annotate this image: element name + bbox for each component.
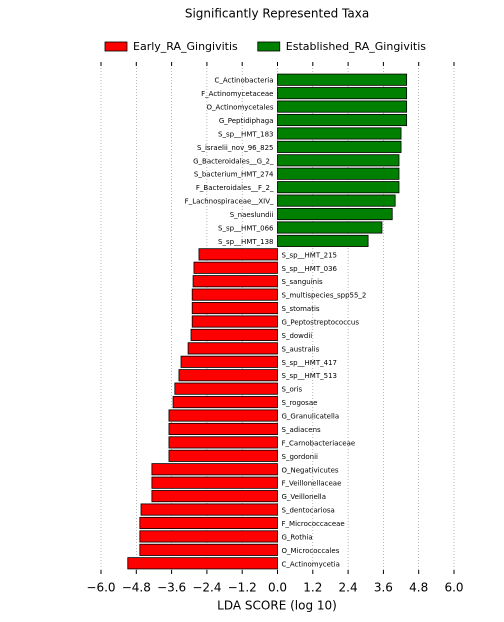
bar-label: G_Granulicatella bbox=[282, 413, 340, 421]
bar bbox=[191, 288, 278, 301]
bar-label: O_Micrococcales bbox=[282, 547, 340, 555]
bar-label: G_Peptostreptococcus bbox=[282, 319, 360, 327]
bar-label: S_adiacens bbox=[282, 426, 322, 434]
bar bbox=[151, 476, 278, 489]
bar bbox=[151, 490, 278, 503]
bar-label: S_gordonii bbox=[282, 453, 319, 461]
bar bbox=[277, 73, 408, 86]
legend-label: Early_RA_Gingivitis bbox=[133, 40, 238, 53]
bar-label: F_Lachnospiraceae__XIV_ bbox=[185, 198, 274, 206]
bar bbox=[168, 422, 278, 436]
bar-label: G_Veillonella bbox=[282, 493, 327, 501]
bar bbox=[198, 248, 278, 261]
bar-label: S_stomatis bbox=[282, 305, 320, 313]
bar bbox=[190, 328, 278, 341]
bar-label: S_australis bbox=[282, 345, 320, 353]
bar bbox=[168, 409, 278, 422]
bar bbox=[192, 275, 278, 288]
x-tick-label: 2.4 bbox=[339, 581, 358, 595]
bar bbox=[180, 355, 278, 368]
bar bbox=[151, 463, 278, 476]
bar bbox=[277, 234, 369, 247]
x-tick-label: 3.6 bbox=[374, 581, 393, 595]
legend-swatch bbox=[257, 41, 281, 52]
x-tick-label: 1.2 bbox=[303, 581, 322, 595]
bar bbox=[277, 181, 400, 194]
bar bbox=[277, 87, 408, 100]
x-tick-label: 4.8 bbox=[409, 581, 428, 595]
x-axis-label: LDA SCORE (log 10) bbox=[217, 599, 337, 613]
bar-label: S_naeslundii bbox=[230, 211, 274, 219]
bar-label: S_israelii_nov_96_825 bbox=[197, 144, 273, 152]
bar bbox=[193, 261, 278, 274]
bar bbox=[277, 194, 396, 207]
bar-label: O_Actinomycetales bbox=[207, 104, 274, 112]
x-tick-label: −6.0 bbox=[86, 581, 115, 595]
bar bbox=[127, 557, 278, 570]
bar-label: F_Veillonellaceae bbox=[282, 480, 342, 488]
bar bbox=[277, 167, 400, 180]
x-tick-label: −2.4 bbox=[192, 581, 221, 595]
bar bbox=[187, 342, 278, 355]
bar-label: C_Actinobacteria bbox=[214, 77, 273, 85]
bar bbox=[277, 100, 408, 113]
bar bbox=[277, 221, 383, 234]
bar bbox=[140, 503, 278, 516]
bar-label: F_Micrococcaceae bbox=[282, 520, 345, 528]
legend-swatch bbox=[104, 41, 128, 52]
bar bbox=[139, 530, 278, 543]
bar-label: O_Negativicutes bbox=[282, 466, 339, 474]
bar bbox=[174, 382, 278, 395]
bar-label: S_sanguinis bbox=[282, 278, 324, 286]
bar bbox=[277, 207, 393, 221]
bar-label: S_sp__HMT_138 bbox=[218, 238, 273, 246]
bar-label: S_sp__HMT_036 bbox=[282, 265, 338, 273]
bar-label: S_dentocariosa bbox=[282, 507, 335, 515]
bar-label: G_Rothia bbox=[282, 533, 313, 541]
bar-label: G_Peptidiphaga bbox=[219, 117, 274, 125]
bar-label: S_rogosae bbox=[282, 399, 318, 407]
bar bbox=[172, 396, 278, 409]
bar bbox=[277, 140, 402, 153]
bar-label: C_Actinomycetia bbox=[282, 560, 340, 568]
bar-label: S_sp__HMT_513 bbox=[282, 372, 337, 380]
bar-label: S_bacterium_HMT_274 bbox=[194, 171, 274, 179]
bar bbox=[168, 449, 278, 462]
bar bbox=[277, 154, 400, 167]
bar-label: F_Carnobacteriaceae bbox=[282, 439, 356, 447]
bar bbox=[277, 113, 408, 127]
bar-label: S_oris bbox=[282, 386, 303, 394]
bar bbox=[277, 127, 402, 140]
bar bbox=[139, 543, 278, 556]
bar-label: S_multispecies_spp55_2 bbox=[282, 292, 367, 300]
x-tick-label: −4.8 bbox=[122, 581, 151, 595]
bar-label: S_sp__HMT_066 bbox=[218, 224, 274, 232]
x-tick-label: 6.0 bbox=[444, 581, 463, 595]
bar bbox=[191, 315, 278, 328]
bar bbox=[168, 436, 278, 449]
legend-label: Established_RA_Gingivitis bbox=[286, 40, 427, 53]
bar-label: F_Actinomycetaceae bbox=[201, 90, 273, 98]
bar-label: S_dowdii bbox=[282, 332, 313, 340]
x-tick-label: 0.0 bbox=[268, 581, 287, 595]
bar bbox=[191, 302, 278, 315]
bar-label: S_sp__HMT_183 bbox=[218, 130, 273, 138]
bar-label: G_Bacteroidales__G_2_ bbox=[193, 157, 274, 165]
chart-title: Significantly Represented Taxa bbox=[185, 7, 369, 21]
bar bbox=[178, 369, 278, 382]
bar-label: S_sp__HMT_417 bbox=[282, 359, 337, 367]
x-tick-label: −1.2 bbox=[228, 581, 257, 595]
x-tick-label: −3.6 bbox=[157, 581, 186, 595]
bar bbox=[139, 516, 278, 530]
bar-label: F_Bacteroidales__F_2_ bbox=[196, 184, 274, 192]
bar-label: S_sp__HMT_215 bbox=[282, 251, 337, 259]
